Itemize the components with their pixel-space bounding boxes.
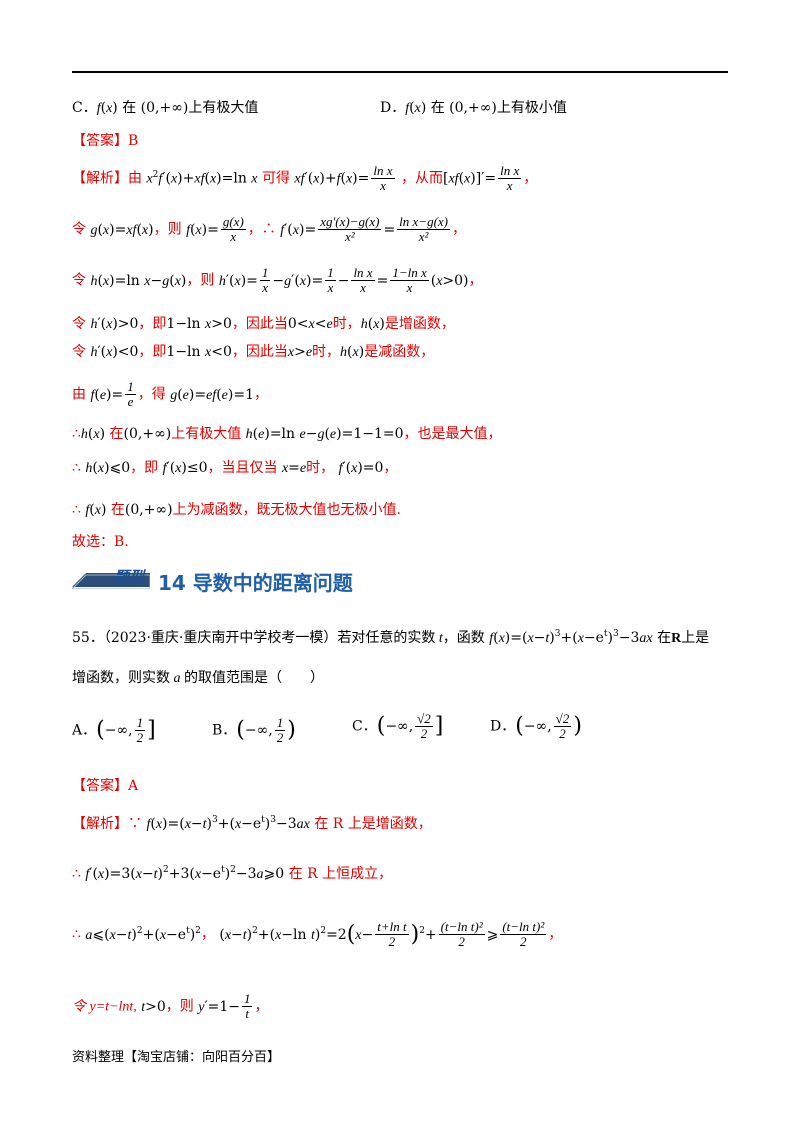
question-55-line-2: 增函数，则实数 a 的取值范围是（ ） [72, 670, 324, 686]
choice-a: A．(−∞, 1 2] [72, 715, 156, 745]
analysis-line-5: 令 h′(x)<0，即1−ln x<0，因此当x>e时，h(x)是减函数， [72, 344, 435, 360]
footer-source: 资料整理【淘宝店铺：向阳百分百】 [72, 1050, 281, 1065]
section-badge: 题型 [114, 568, 145, 586]
analysis-line-1: 【解析】由 x2f′(x)+xf(x)=ln x 可得 xf′(x)+f(x)=… [72, 163, 538, 193]
analysis-line-3: 令 h(x)=ln x−g(x)，则 h′(x)= 1 x −g′(x)= 1 x − ln … [72, 265, 483, 295]
analysis2-line-2: ∴ f′(x)=3(x−t)2+3(x−et)2−3a⩾0 在 R 上恒成立， [72, 865, 393, 882]
analysis-line-2: 令 g(x)=xf(x)，则 f(x)= g(x) x ，∴ f′(x)= xg′(x)… [72, 214, 467, 244]
choice-c: C．(−∞, √2 2] [352, 711, 444, 741]
analysis2-line-3: ∴ a⩽(x−t)2+(x−et)2， (x−t)2+(x−ln t)2=2(x… [72, 919, 563, 949]
option-d-line: D．f(x) 在 (0,+∞)上有极小值 [380, 100, 567, 116]
choice-b: B．(−∞, 1 2) [212, 715, 296, 745]
section-heading: 题型 14 导数中的距离问题 [72, 565, 372, 597]
header-rule [72, 71, 728, 73]
analysis-conclusion: 故选：B. [72, 534, 129, 550]
choice-d: D．(−∞, √2 2) [490, 711, 582, 741]
section-flag-icon [72, 573, 150, 589]
analysis2-line-4: 令 y=t−lnt, t>0，则 y′=1− 1 t， [72, 991, 269, 1021]
section-title: 14 导数中的距离问题 [158, 571, 353, 595]
option-c-line: C．f(x) 在 (0,+∞)上有极大值 [72, 100, 259, 116]
analysis-line-8: ∴ h(x)⩽0，即 f′(x)≤0，当且仅当 x=e时， f′(x)=0， [72, 460, 398, 476]
analysis-line-4: 令 h′(x)>0，即1−ln x>0，因此当0<x<e时，h(x)是增函数， [72, 316, 455, 332]
question-55-line-1: 55．（2023·重庆·重庆南开中学校考一模）若对任意的实数 t，函数 f(x)… [72, 629, 710, 646]
analysis2-line-1: 【解析】∵ f(x)=(x−t)3+(x−et)3−3ax 在 R 上是增函数， [72, 815, 432, 832]
analysis-line-7: ∴h(x) 在(0,+∞)上有极大值 h(e)=ln e−g(e)=1−1=0，… [72, 426, 502, 442]
answer-2: 【答案】A [72, 778, 139, 794]
analysis-line-9: ∴ f(x) 在(0,+∞)上为减函数，既无极大值也无极小值. [72, 502, 402, 518]
answer-1: 【答案】B [72, 133, 139, 149]
analysis-line-6: 由 f(e)= 1 e ，得 g(e)=ef(e)=1， [72, 379, 268, 409]
